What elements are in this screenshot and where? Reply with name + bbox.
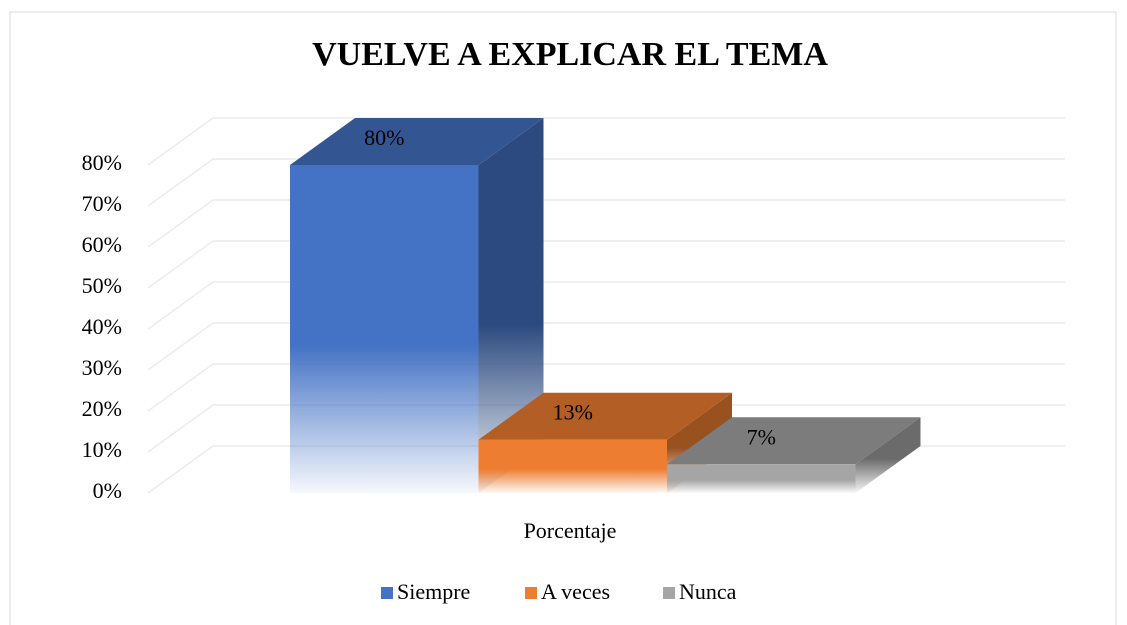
x-tick-label: Porcentaje [524, 518, 617, 543]
grid-line [147, 363, 1065, 412]
grid-line [147, 199, 1065, 248]
legend-label: Nunca [679, 579, 737, 604]
bar [290, 165, 479, 493]
grid-line [147, 117, 1065, 166]
y-tick-label: 80% [82, 150, 122, 175]
grid-line [147, 240, 1065, 289]
legend-swatch [663, 587, 675, 599]
bar-side [478, 118, 544, 493]
grid-line [147, 322, 1065, 371]
legend-swatch [525, 587, 537, 599]
bar-side [855, 417, 921, 493]
y-tick-label: 70% [82, 191, 122, 216]
y-tick-label: 30% [82, 355, 122, 380]
y-tick-label: 40% [82, 314, 122, 339]
bar [478, 439, 667, 493]
legend-swatch [381, 587, 393, 599]
grid-line [147, 281, 1065, 330]
legend-label: Siempre [397, 579, 470, 604]
grid-line [147, 158, 1065, 207]
bar-top [667, 417, 921, 465]
chart-title: VUELVE A EXPLICAR EL TEMA [312, 36, 828, 73]
y-tick-label: 60% [82, 232, 122, 257]
data-label: 13% [553, 400, 593, 425]
data-label: 7% [747, 424, 776, 449]
grid-line [147, 404, 1065, 453]
y-tick-label: 10% [82, 437, 122, 462]
y-tick-label: 0% [93, 478, 122, 503]
data-label: 80% [364, 125, 404, 150]
bar [667, 464, 856, 493]
bar-top [478, 392, 732, 440]
y-tick-label: 20% [82, 396, 122, 421]
bar-top [290, 118, 544, 165]
chart-frame [9, 11, 1117, 625]
y-tick-label: 50% [82, 273, 122, 298]
legend-label: A veces [541, 579, 610, 604]
